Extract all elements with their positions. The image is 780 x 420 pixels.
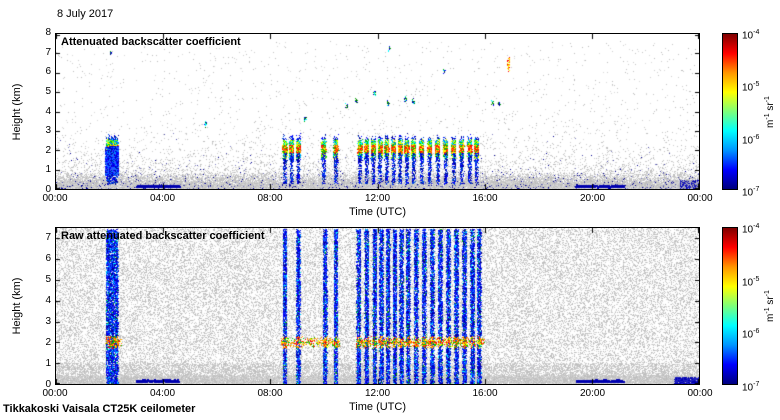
colorbar-tick-label: 10-4: [742, 223, 760, 236]
panel-title: Attenuated backscatter coefficient: [61, 36, 241, 48]
colorbar-unit-label: m-1 sr-1: [763, 290, 777, 322]
y-tick-label: 0: [45, 184, 51, 195]
colorbar: [722, 227, 738, 385]
y-tick-label: 2: [45, 144, 51, 156]
x-tick-label: 08:00: [257, 193, 283, 204]
colorbar-tick-label: 10-4: [742, 29, 760, 42]
raw-backscatter-heatmap-canvas: [56, 228, 699, 384]
x-tick-label: 00:00: [42, 193, 68, 204]
colorbar-tick-label: 10-7: [742, 186, 760, 199]
colorbar-tick-label: 10-7: [742, 381, 760, 394]
colorbar-tick-label: 10-6: [742, 133, 760, 146]
x-tick-label: 20:00: [579, 193, 606, 204]
date-label: 8 July 2017: [57, 8, 114, 20]
y-tick-label: 3: [45, 315, 51, 327]
y-tick-label: 6: [45, 66, 51, 78]
x-tick-label: 04:00: [149, 193, 176, 204]
y-axis-label: Height (km): [11, 277, 23, 335]
x-tick-label: 08:00: [257, 388, 283, 399]
x-tick-label: 16:00: [472, 193, 498, 204]
instrument-label: Tikkakoski Vaisala CT25K ceilometer: [3, 403, 196, 415]
x-axis-label: Time (UTC): [348, 206, 407, 218]
y-tick-label: 3: [45, 125, 51, 137]
y-tick-label: 0: [45, 379, 51, 390]
x-tick-label: 12:00: [364, 388, 391, 399]
y-tick-label: 7: [45, 231, 51, 243]
y-tick-label: 5: [45, 273, 51, 285]
colorbar-tick-label: 10-6: [742, 328, 760, 341]
plot-area-raw: Raw attenuated backscatter coefficient: [55, 227, 700, 385]
y-axis-label: Height (km): [11, 83, 23, 140]
x-tick-label: 00:00: [42, 388, 68, 399]
y-tick-label: 8: [45, 27, 51, 38]
backscatter-heatmap-canvas: [56, 34, 699, 189]
colorbar-tick-label: 10-5: [742, 81, 760, 94]
colorbar: [722, 33, 738, 190]
plot-area-processed: Attenuated backscatter coefficient: [55, 33, 700, 190]
x-tick-label: 00:00: [687, 193, 713, 204]
x-tick-label: 04:00: [149, 388, 176, 399]
y-tick-label: 5: [45, 85, 51, 97]
x-tick-label: 20:00: [579, 388, 606, 399]
colorbar-unit-label: m-1 sr-1: [763, 95, 777, 128]
x-axis-label: Time (UTC): [348, 401, 407, 413]
panel-title: Raw attenuated backscatter coefficient: [61, 230, 265, 242]
y-tick-label: 4: [45, 105, 51, 117]
y-tick-label: 1: [45, 357, 51, 369]
x-tick-label: 00:00: [687, 388, 713, 399]
y-tick-label: 4: [45, 294, 51, 306]
y-tick-label: 2: [45, 336, 51, 348]
y-tick-label: 7: [45, 46, 51, 58]
y-tick-label: 1: [45, 164, 51, 176]
y-tick-label: 6: [45, 252, 51, 264]
x-tick-label: 12:00: [364, 193, 391, 204]
x-tick-label: 16:00: [472, 388, 498, 399]
colorbar-tick-label: 10-5: [742, 275, 760, 288]
